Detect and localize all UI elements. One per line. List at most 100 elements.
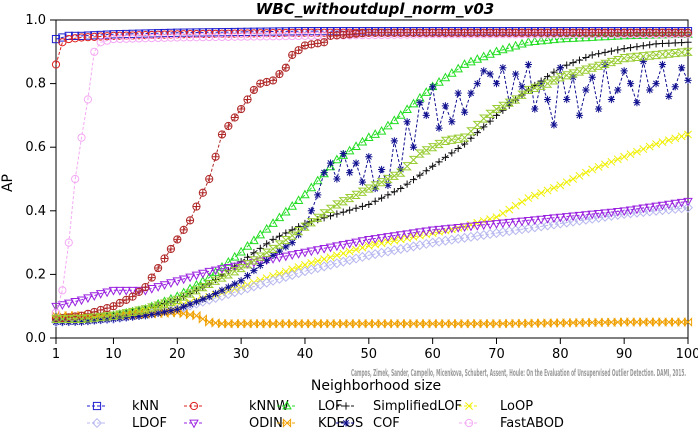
data-point [607, 157, 616, 166]
data-point [229, 267, 240, 276]
data-point [632, 317, 642, 327]
data-point [498, 209, 507, 218]
y-tick-label: 0.0 [25, 331, 46, 346]
data-point [320, 169, 328, 177]
data-point [403, 180, 411, 188]
data-point [523, 36, 534, 46]
data-point [275, 32, 284, 41]
data-point [575, 171, 584, 180]
data-point [389, 232, 400, 241]
data-point [644, 203, 655, 213]
data-point [198, 188, 207, 197]
data-point [76, 314, 87, 324]
data-point [658, 138, 667, 147]
legend-marker [342, 419, 350, 427]
data-point [58, 38, 67, 47]
data-point [300, 318, 310, 329]
data-point [205, 174, 214, 184]
data-point [102, 36, 112, 45]
data-point [140, 305, 151, 314]
data-point [159, 281, 170, 290]
data-point [312, 213, 323, 222]
data-point [549, 76, 559, 85]
data-point [192, 202, 201, 211]
data-point [307, 318, 316, 329]
data-point [249, 29, 258, 38]
data-point [236, 246, 246, 256]
data-point [166, 297, 176, 306]
series-fastabod [51, 30, 693, 317]
data-point [529, 83, 540, 92]
data-point [657, 50, 668, 59]
y-tick-label: 0.6 [25, 140, 46, 155]
data-point [237, 277, 245, 285]
data-point [179, 33, 188, 42]
data-point [434, 225, 444, 235]
data-point [658, 317, 667, 327]
y-tick-label: 1.0 [25, 13, 46, 28]
data-point [307, 31, 316, 40]
data-point [346, 169, 354, 177]
data-point [154, 263, 163, 273]
data-point [339, 318, 348, 329]
data-point [249, 318, 258, 329]
legend: kNN kNNW LOF SimplifiedLOF LoOP LDOF ODIN KDEOS… [87, 399, 564, 434]
data-point [364, 241, 373, 250]
data-point [224, 121, 233, 131]
legend-item-odin: ODIN [184, 416, 283, 431]
data-point [601, 160, 609, 169]
data-point [619, 54, 629, 63]
data-point [561, 213, 572, 222]
data-point [288, 265, 297, 274]
data-point [384, 238, 392, 246]
data-point [185, 309, 195, 320]
data-point [281, 318, 290, 329]
data-point [671, 39, 679, 47]
data-point [441, 102, 450, 110]
x-tick-label: 40 [297, 347, 314, 362]
data-point [217, 265, 227, 275]
data-point [243, 318, 252, 329]
data-point [403, 318, 412, 329]
data-point [325, 243, 336, 253]
data-point [626, 317, 635, 327]
data-point [376, 234, 387, 243]
data-point [645, 317, 654, 327]
data-point [512, 70, 520, 78]
data-point [632, 205, 642, 215]
data-point [312, 175, 323, 185]
data-point [173, 33, 182, 42]
data-point [307, 28, 316, 37]
data-point [351, 318, 361, 329]
data-point [90, 47, 99, 56]
data-point [582, 53, 590, 62]
data-point [588, 165, 597, 174]
data-point [314, 191, 322, 199]
legend-label: ODIN [249, 416, 283, 431]
data-point [70, 298, 80, 307]
data-point [684, 38, 692, 46]
data-point [364, 318, 373, 329]
legend-marker [92, 401, 102, 411]
data-point [440, 136, 451, 145]
data-point [357, 237, 368, 247]
data-point [575, 111, 584, 119]
data-point [281, 252, 291, 262]
x-axis-label: Neighborhood size [311, 378, 441, 394]
data-point [275, 28, 284, 38]
data-point [376, 178, 387, 187]
data-point [625, 30, 636, 40]
data-point [263, 240, 271, 248]
data-point [256, 318, 265, 329]
data-point [71, 34, 80, 43]
data-point [307, 258, 316, 267]
data-point [671, 134, 680, 143]
legend-item-cof: COF [336, 416, 400, 431]
data-point [57, 301, 68, 310]
data-point [358, 178, 367, 186]
series-line [56, 61, 689, 323]
data-point [678, 38, 686, 47]
data-point [173, 235, 182, 244]
data-point [275, 247, 284, 255]
data-point [332, 242, 342, 252]
